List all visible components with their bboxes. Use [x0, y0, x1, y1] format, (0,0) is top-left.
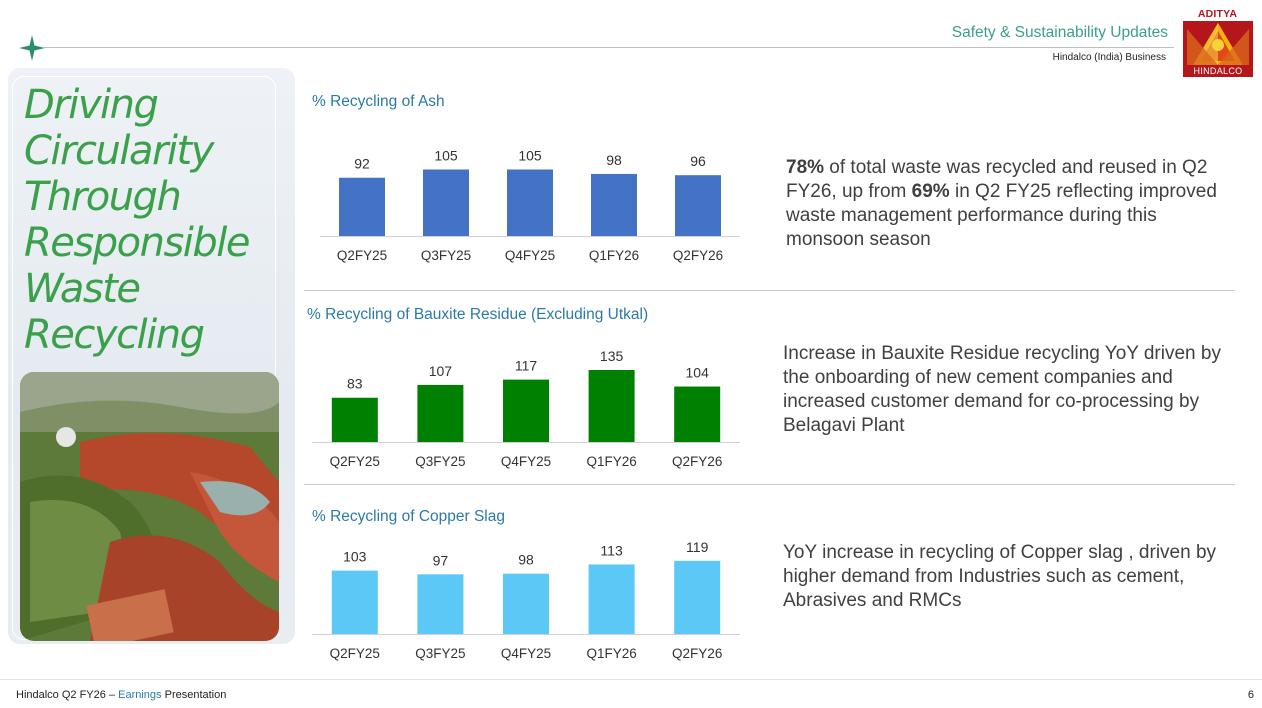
data-label: 83: [347, 376, 363, 392]
x-tick-label: Q4FY25: [505, 248, 555, 263]
x-tick-label: Q1FY26: [586, 646, 636, 661]
bar-q3fy25: [423, 169, 469, 236]
bar-q2fy25: [339, 177, 385, 236]
bauxite-chart-title: % Recycling of Bauxite Residue (Excludin…: [307, 306, 649, 323]
footer-rule: [0, 679, 1262, 680]
title-line: Waste: [24, 266, 141, 312]
x-tick-label: Q2FY25: [330, 646, 380, 661]
x-tick-label: Q3FY25: [415, 646, 465, 661]
data-label: 92: [354, 156, 370, 172]
ash-description: 78% of total waste was recycled and reus…: [786, 156, 1226, 252]
data-label: 104: [686, 365, 710, 381]
aditya-birla-logo: ADITYA BIRLA HINDALCO: [1181, 8, 1254, 77]
data-label: 98: [518, 552, 534, 568]
logo-emblem: HINDALCO: [1183, 21, 1253, 77]
ash-bar-chart: 92 Q2FY25 105 Q3FY25 105 Q4FY25 98 Q1FY26 96 Q2FY…: [320, 148, 740, 263]
title-line: Through: [24, 174, 182, 220]
section-divider: [304, 484, 1235, 485]
bar-q4fy25: [503, 379, 549, 442]
section-subtitle: Hindalco (India) Business: [1052, 52, 1166, 63]
x-tick-label: Q3FY25: [415, 454, 465, 469]
bar-q4fy25: [507, 169, 553, 236]
bar-q2fy26: [674, 386, 721, 442]
section-title: Safety & Sustainability Updates: [951, 24, 1168, 41]
ash-text-1: of total waste was recycled and reused i…: [786, 157, 1208, 202]
header-rule: [44, 47, 1174, 48]
footer-company: Hindalco Q2 FY26 –: [16, 689, 119, 701]
bar-q1fy26: [591, 173, 637, 236]
logo-bottom-text: HINDALCO: [1193, 66, 1243, 76]
page-number: 6: [1247, 689, 1254, 701]
x-tick-label: Q1FY26: [586, 454, 636, 469]
copper-bar-chart: 103 Q2FY25 97 Q3FY25 98 Q4FY25 113 Q1FY26 119 Q2F…: [312, 539, 740, 661]
data-label: 97: [433, 552, 449, 568]
ash-stat-current: 78%: [786, 157, 825, 178]
x-tick-label: Q1FY26: [589, 248, 639, 263]
bar-q3fy25: [417, 574, 464, 634]
data-label: 96: [690, 153, 706, 169]
title-line: Recycling: [24, 312, 205, 358]
title-line: Circularity: [24, 128, 214, 174]
data-label: 135: [600, 348, 624, 364]
bar-q1fy26: [588, 564, 635, 634]
x-tick-label: Q2FY25: [330, 454, 380, 469]
title-line: Responsible: [24, 220, 251, 266]
bar-q2fy25: [331, 397, 378, 442]
ash-text-2: in Q2 FY25 reflecting improved waste man…: [786, 181, 1217, 250]
title-line: Driving: [24, 82, 159, 128]
aerial-landscape-photo: [20, 372, 279, 641]
x-tick-label: Q2FY26: [672, 646, 722, 661]
x-tick-label: Q3FY25: [421, 248, 471, 263]
data-label: 105: [434, 148, 458, 164]
section-divider: [304, 290, 1235, 291]
sparkle-icon: [19, 35, 45, 61]
bar-q1fy26: [588, 370, 635, 442]
x-tick-label: Q4FY25: [501, 646, 551, 661]
data-label: 119: [686, 539, 709, 555]
bar-q4fy25: [503, 573, 549, 634]
x-tick-label: Q2FY26: [672, 454, 722, 469]
bar-q3fy25: [417, 384, 464, 442]
data-label: 103: [343, 549, 367, 565]
x-tick-label: Q2FY26: [673, 248, 723, 263]
footer-rest: Presentation: [161, 689, 227, 701]
data-label: 117: [515, 358, 538, 374]
ash-stat-previous: 69%: [911, 181, 950, 202]
copper-description: YoY increase in recycling of Copper slag…: [783, 542, 1217, 611]
bar-q2fy26: [675, 175, 721, 236]
main-title: Driving Circularity Through Responsible …: [24, 82, 251, 358]
x-tick-label: Q2FY25: [337, 248, 387, 263]
copper-chart-title: % Recycling of Copper Slag: [312, 508, 505, 525]
x-tick-label: Q4FY25: [501, 454, 551, 469]
footer-accent: Earnings: [118, 689, 162, 701]
data-label: 105: [518, 148, 542, 164]
bauxite-bar-chart: 83 Q2FY25 107 Q3FY25 117 Q4FY25 135 Q1FY26 104 Q2…: [312, 348, 740, 469]
footer-caption: Hindalco Q2 FY26 – Earnings Presentation: [16, 689, 226, 701]
bauxite-description: Increase in Bauxite Residue recycling Yo…: [783, 343, 1221, 436]
data-label: 107: [429, 363, 453, 379]
ash-chart-title: % Recycling of Ash: [312, 93, 445, 110]
bar-q2fy26: [674, 560, 721, 634]
bar-q2fy25: [331, 570, 378, 634]
data-label: 98: [606, 152, 622, 168]
data-label: 113: [600, 542, 623, 558]
